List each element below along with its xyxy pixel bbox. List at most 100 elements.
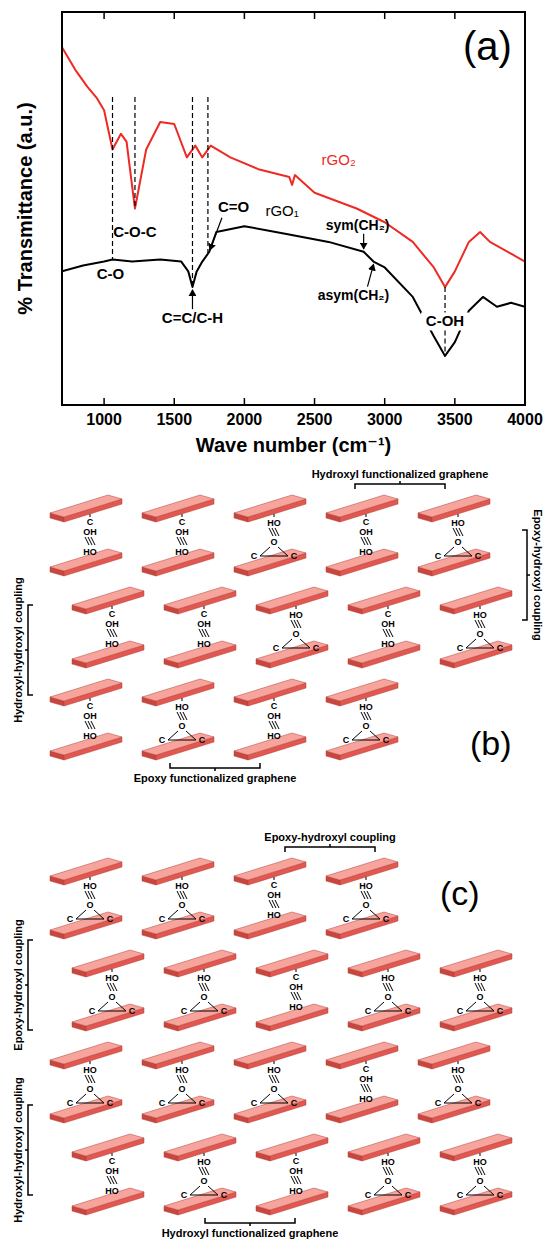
band-label: C=O	[218, 198, 250, 215]
epoxy-hydroxyl-coupling: HOOCC	[457, 606, 504, 653]
bond	[466, 1011, 494, 1012]
hydroxyl-hydroxyl-coupling: COHHO	[289, 969, 303, 1012]
x-tick	[103, 398, 105, 405]
bond	[204, 969, 205, 972]
bond	[168, 919, 196, 920]
sheet-top	[418, 549, 490, 571]
atom-label: C	[159, 914, 166, 924]
sheet-top	[348, 950, 420, 972]
bond	[484, 1002, 494, 1011]
atom-label: C	[159, 1098, 166, 1108]
band-label: asym(CH₂)	[318, 287, 390, 303]
sheet-top	[440, 1004, 512, 1026]
atom-label: HO	[473, 610, 487, 620]
bond	[76, 919, 104, 920]
bond	[204, 1153, 205, 1156]
sheet-top	[50, 1042, 122, 1064]
sheet-top	[50, 858, 122, 880]
bond	[352, 919, 380, 920]
graphene-sheet	[142, 733, 214, 760]
spectrum-line	[62, 47, 525, 287]
band-label: sym(CH₂)	[326, 217, 390, 233]
band-label: C-O-C	[113, 223, 156, 240]
bond	[275, 1075, 279, 1083]
epoxy-hydroxyl-coupling: HOOCC	[251, 1061, 298, 1108]
sheet-pair: COHHO	[326, 1042, 398, 1123]
hydroxyl-hydroxyl-coupling: COHHO	[267, 698, 281, 741]
panel-a: 1000150020002500300035004000Wave number …	[14, 12, 543, 456]
bond	[389, 983, 393, 991]
atom-label: C	[107, 1098, 114, 1108]
bond	[76, 1103, 104, 1104]
atom-label: C	[221, 1006, 228, 1016]
atom-label: O	[178, 721, 185, 731]
atom-label: HO	[473, 1157, 487, 1167]
x-tick-label: 3500	[437, 411, 473, 428]
bond	[186, 731, 196, 740]
sheet-pair: HOOCC	[234, 495, 306, 576]
atom-label: HO	[289, 610, 303, 620]
y-axis-title: % Transmittance (a.u.)	[14, 102, 36, 314]
atom-label: O	[270, 537, 277, 547]
bond	[366, 877, 367, 880]
band-marker	[112, 97, 113, 260]
bond	[444, 556, 472, 557]
bond	[190, 1011, 218, 1012]
hydroxyl-hydroxyl-coupling: COHHO	[267, 877, 281, 920]
atom-label: C	[385, 609, 392, 619]
atom-label: C	[457, 1190, 464, 1200]
bond	[374, 1186, 384, 1195]
sheet-top	[440, 1134, 512, 1156]
atom-label: O	[86, 900, 93, 910]
atom-label: O	[178, 1084, 185, 1094]
atom-label: C	[199, 1098, 206, 1108]
atom-label: HO	[267, 910, 281, 920]
atom-label: O	[200, 1176, 207, 1186]
atom-label: O	[384, 1176, 391, 1186]
atom-label: O	[108, 992, 115, 1002]
bond	[112, 969, 113, 972]
sheet-top	[142, 679, 214, 701]
bond	[90, 877, 91, 880]
bond	[205, 629, 209, 637]
atom-label: C	[383, 735, 390, 745]
bond	[480, 969, 481, 972]
sheet-top	[348, 1188, 420, 1210]
arrow	[363, 234, 364, 249]
bond	[168, 731, 178, 740]
bond	[274, 1061, 275, 1064]
bond	[260, 1094, 270, 1103]
sheet-top	[326, 858, 398, 880]
plot-frame	[62, 12, 525, 405]
bond	[374, 1195, 402, 1196]
atom-label: C	[435, 1098, 442, 1108]
atom-label: HO	[105, 1186, 119, 1196]
sheet-top	[256, 950, 328, 972]
sheet-top	[440, 587, 512, 609]
arrow	[192, 290, 193, 309]
bond	[190, 1002, 200, 1011]
sheet-top	[234, 549, 306, 571]
bond	[370, 731, 380, 740]
bond	[466, 648, 494, 649]
atom-label: HO	[105, 973, 119, 983]
sheet-pair: COHHO	[72, 1134, 144, 1215]
x-tick-label: 1000	[86, 411, 122, 428]
callout: Epoxy-hydroxyl coupling	[264, 831, 395, 843]
atom-label: OH	[83, 711, 97, 721]
sheet-top	[164, 950, 236, 972]
bond	[186, 910, 196, 919]
sheet-top	[142, 1096, 214, 1118]
sheet-pair: HOOCC	[418, 495, 490, 576]
sheet-pair: COHHO	[164, 587, 236, 668]
sheet-pair: HOOCC	[418, 1042, 490, 1123]
x-tick-label: 2500	[297, 411, 333, 428]
graphene-sheet	[142, 912, 214, 939]
atom-label: HO	[473, 973, 487, 983]
x-tick-top	[454, 12, 456, 19]
bond	[182, 698, 183, 701]
x-tick-top	[524, 12, 526, 19]
atom-label: HO	[83, 1065, 97, 1075]
bond	[260, 1103, 288, 1104]
sheet-pair: COHHO	[256, 950, 328, 1031]
